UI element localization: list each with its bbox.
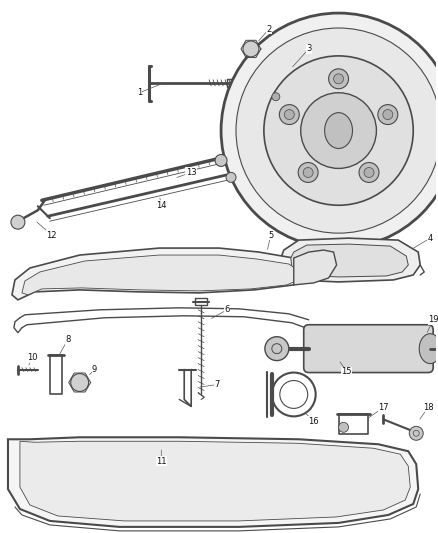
Ellipse shape — [325, 112, 353, 149]
Circle shape — [339, 422, 349, 432]
Text: 11: 11 — [156, 457, 166, 466]
Circle shape — [303, 167, 313, 177]
Polygon shape — [12, 248, 309, 300]
Circle shape — [328, 69, 349, 89]
Circle shape — [383, 110, 393, 119]
Circle shape — [226, 172, 236, 182]
Circle shape — [272, 93, 280, 101]
Polygon shape — [22, 255, 301, 295]
Circle shape — [334, 74, 343, 84]
Text: 12: 12 — [46, 231, 57, 240]
Text: 17: 17 — [378, 403, 389, 412]
Circle shape — [236, 28, 438, 233]
Text: 2: 2 — [266, 25, 272, 34]
Text: 9: 9 — [92, 365, 97, 374]
Circle shape — [215, 155, 227, 166]
Polygon shape — [8, 437, 418, 527]
Circle shape — [364, 167, 374, 177]
Text: 10: 10 — [27, 353, 37, 362]
Circle shape — [265, 337, 289, 361]
Text: 13: 13 — [186, 168, 197, 177]
Text: 16: 16 — [308, 417, 319, 426]
Ellipse shape — [419, 334, 438, 364]
Circle shape — [243, 41, 259, 57]
Text: 15: 15 — [341, 367, 352, 376]
Circle shape — [264, 56, 413, 205]
Circle shape — [221, 13, 438, 248]
Text: 8: 8 — [65, 335, 71, 344]
Circle shape — [409, 426, 423, 440]
FancyBboxPatch shape — [304, 325, 433, 373]
Circle shape — [359, 163, 379, 182]
Polygon shape — [20, 441, 410, 521]
Text: 14: 14 — [156, 201, 166, 210]
Circle shape — [284, 110, 294, 119]
Text: 19: 19 — [428, 316, 438, 324]
Text: 3: 3 — [306, 44, 311, 53]
Text: 5: 5 — [268, 231, 273, 240]
Circle shape — [378, 104, 398, 125]
Circle shape — [71, 374, 88, 391]
Text: 4: 4 — [427, 233, 433, 243]
Circle shape — [279, 104, 299, 125]
Polygon shape — [291, 244, 408, 277]
Circle shape — [267, 88, 285, 106]
Circle shape — [301, 93, 376, 168]
Text: 6: 6 — [224, 305, 230, 314]
Polygon shape — [294, 250, 336, 285]
Circle shape — [298, 163, 318, 182]
Text: 7: 7 — [214, 380, 220, 389]
Text: 1: 1 — [137, 88, 142, 97]
Circle shape — [11, 215, 25, 229]
Text: 18: 18 — [423, 403, 434, 412]
Polygon shape — [281, 238, 420, 282]
